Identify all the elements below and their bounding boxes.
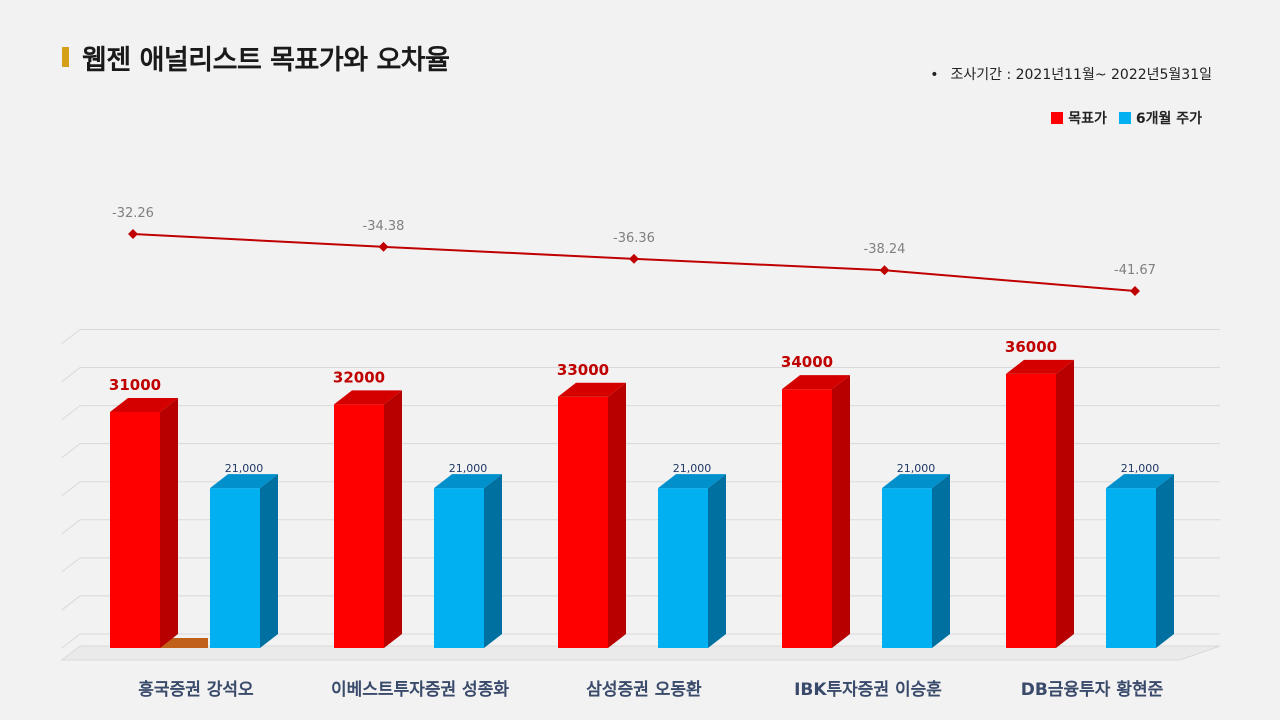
error-rate-label: -36.36 <box>613 231 655 246</box>
category-label: 삼성증권 오동환 <box>586 680 702 700</box>
bar-target-front <box>1006 373 1056 648</box>
page-title: 웹젠 애널리스트 목표가와 오차율 <box>82 45 450 76</box>
empty-base-slab <box>160 638 208 648</box>
legend-item-price: 6개월 주가 <box>1118 108 1202 128</box>
category-label: 이베스트투자증권 성종화 <box>331 680 509 700</box>
data-label-target: 33000 <box>557 361 609 379</box>
period-text: 조사기간 : 2021년11월~ 2022년5월31일 <box>950 67 1212 83</box>
bar-target-top <box>782 375 850 390</box>
chart-legend: 목표가 6개월 주가 <box>1045 108 1202 128</box>
bar-price-top <box>658 474 726 489</box>
title-accent-bar <box>62 47 69 67</box>
error-rate-point <box>629 253 639 264</box>
bar-price-side <box>932 474 950 648</box>
bar-target-top <box>334 390 402 405</box>
category-label: DB금융투자 황현준 <box>1021 680 1164 700</box>
bar-price-front <box>1106 488 1156 648</box>
bar-price-top <box>882 474 950 489</box>
data-label-target: 36000 <box>1005 338 1057 356</box>
error-rate-point <box>879 265 890 276</box>
bar-target-side <box>160 398 178 648</box>
chart-floor <box>60 645 1221 661</box>
bar-price-side <box>260 474 278 648</box>
gridline-depth <box>61 519 81 535</box>
data-label-price: 21,000 <box>225 462 264 475</box>
category-label: IBK투자증권 이승훈 <box>794 679 942 700</box>
bar-target-side <box>384 390 402 648</box>
data-label-price: 21,000 <box>449 462 488 475</box>
bar-price-top <box>1106 474 1174 489</box>
error-rate-point <box>378 241 389 252</box>
bar-price-side <box>484 474 502 648</box>
error-rate-label: -34.38 <box>363 219 405 234</box>
data-label-target: 34000 <box>781 353 833 371</box>
bar-price-front <box>434 488 484 648</box>
bar-price-front <box>210 488 260 648</box>
legend-swatch-price <box>1118 112 1131 124</box>
bar-target-front <box>782 389 832 648</box>
error-rate-label: -38.24 <box>864 242 906 257</box>
gridline-depth <box>61 481 81 497</box>
bar-target-top <box>1006 359 1074 374</box>
bar-target-side <box>608 382 626 648</box>
bar-price-top <box>210 474 278 489</box>
gridline-depth <box>61 329 81 344</box>
legend-label-target: 목표가 <box>1068 111 1107 127</box>
gridline-depth <box>61 443 81 459</box>
survey-period: • 조사기간 : 2021년11월~ 2022년5월31일 <box>930 64 1212 84</box>
legend-item-target: 목표가 <box>1051 108 1107 128</box>
bar-price-front <box>882 488 932 648</box>
gridline-depth <box>61 633 81 649</box>
bar-target-front <box>334 404 384 648</box>
bar-target-front <box>558 396 608 648</box>
data-label-price: 21,000 <box>897 462 936 475</box>
gridline-depth <box>61 367 81 382</box>
bar-price-side <box>1156 474 1174 648</box>
period-bullet: • <box>930 67 939 83</box>
error-rate-point <box>128 229 138 239</box>
bar-target-side <box>832 375 850 648</box>
error-rate-point <box>1130 286 1140 296</box>
bar-target-top <box>110 398 178 412</box>
legend-label-price: 6개월 주가 <box>1135 111 1202 127</box>
gridline-depth <box>61 557 81 573</box>
data-label-price: 21,000 <box>1121 462 1160 475</box>
bar-price-side <box>708 474 726 648</box>
category-label: 흥국증권 강석오 <box>138 679 254 700</box>
bar-target-top <box>558 382 626 397</box>
error-rate-label: -32.26 <box>112 206 154 221</box>
data-label-target: 31000 <box>109 376 161 394</box>
gridline-depth <box>61 595 81 611</box>
data-label-price: 21,000 <box>673 462 712 475</box>
bar-price-top <box>434 474 502 489</box>
bar-target-front <box>110 412 160 648</box>
data-label-target: 32000 <box>333 368 385 386</box>
error-rate-label: -41.67 <box>1114 263 1156 278</box>
bar-price-front <box>658 488 708 648</box>
legend-swatch-target <box>1051 112 1064 124</box>
gridline-depth <box>61 405 81 421</box>
bar-target-side <box>1056 359 1074 648</box>
